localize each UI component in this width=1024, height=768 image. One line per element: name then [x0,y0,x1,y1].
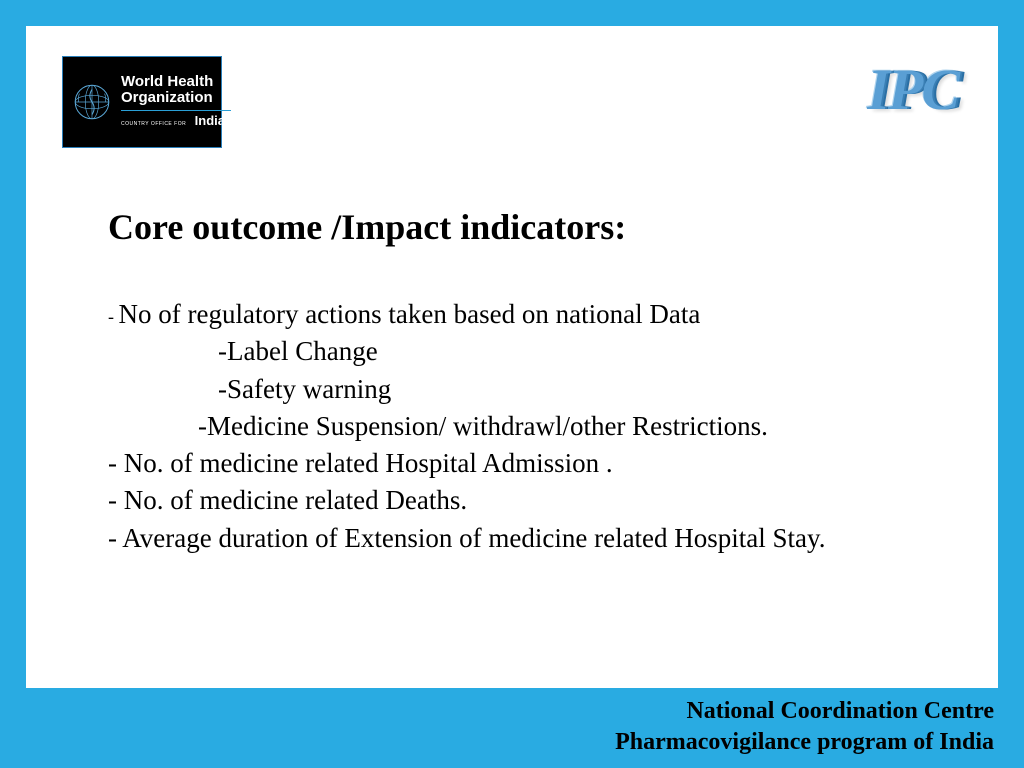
who-text-block: World Health Organization COUNTRY OFFICE… [121,74,231,129]
footer-line2: Pharmacovigilance program of India [615,727,994,758]
content-area: Core outcome /Impact indicators: - No of… [108,206,938,557]
who-country-label: COUNTRY OFFICE FOR [121,121,186,127]
who-emblem-icon [71,81,113,123]
who-country-row: COUNTRY OFFICE FOR India [121,113,231,130]
who-logo: World Health Organization COUNTRY OFFICE… [62,56,222,148]
bullet-2: - No. of medicine related Hospital Admis… [108,445,938,482]
bullet-1a: -Label Change [108,333,938,370]
who-country: India [195,113,225,128]
footer: National Coordination Centre Pharmacovig… [615,696,994,758]
bullet-1c: -Medicine Suspension/ withdrawl/other Re… [108,408,938,445]
slide-title: Core outcome /Impact indicators: [108,206,938,248]
who-divider [121,110,231,111]
bullet-1: - No of regulatory actions taken based o… [108,296,938,333]
bullet-3: - No. of medicine related Deaths. [108,482,938,519]
ipc-logo: IPC [867,56,958,123]
body-text: - No of regulatory actions taken based o… [108,296,938,557]
slide-panel: World Health Organization COUNTRY OFFICE… [26,26,998,688]
who-line2: Organization [121,90,231,106]
who-line1: World Health [121,74,231,90]
footer-line1: National Coordination Centre [615,696,994,727]
bullet-1b: -Safety warning [108,371,938,408]
bullet-4: - Average duration of Extension of medic… [108,520,938,557]
